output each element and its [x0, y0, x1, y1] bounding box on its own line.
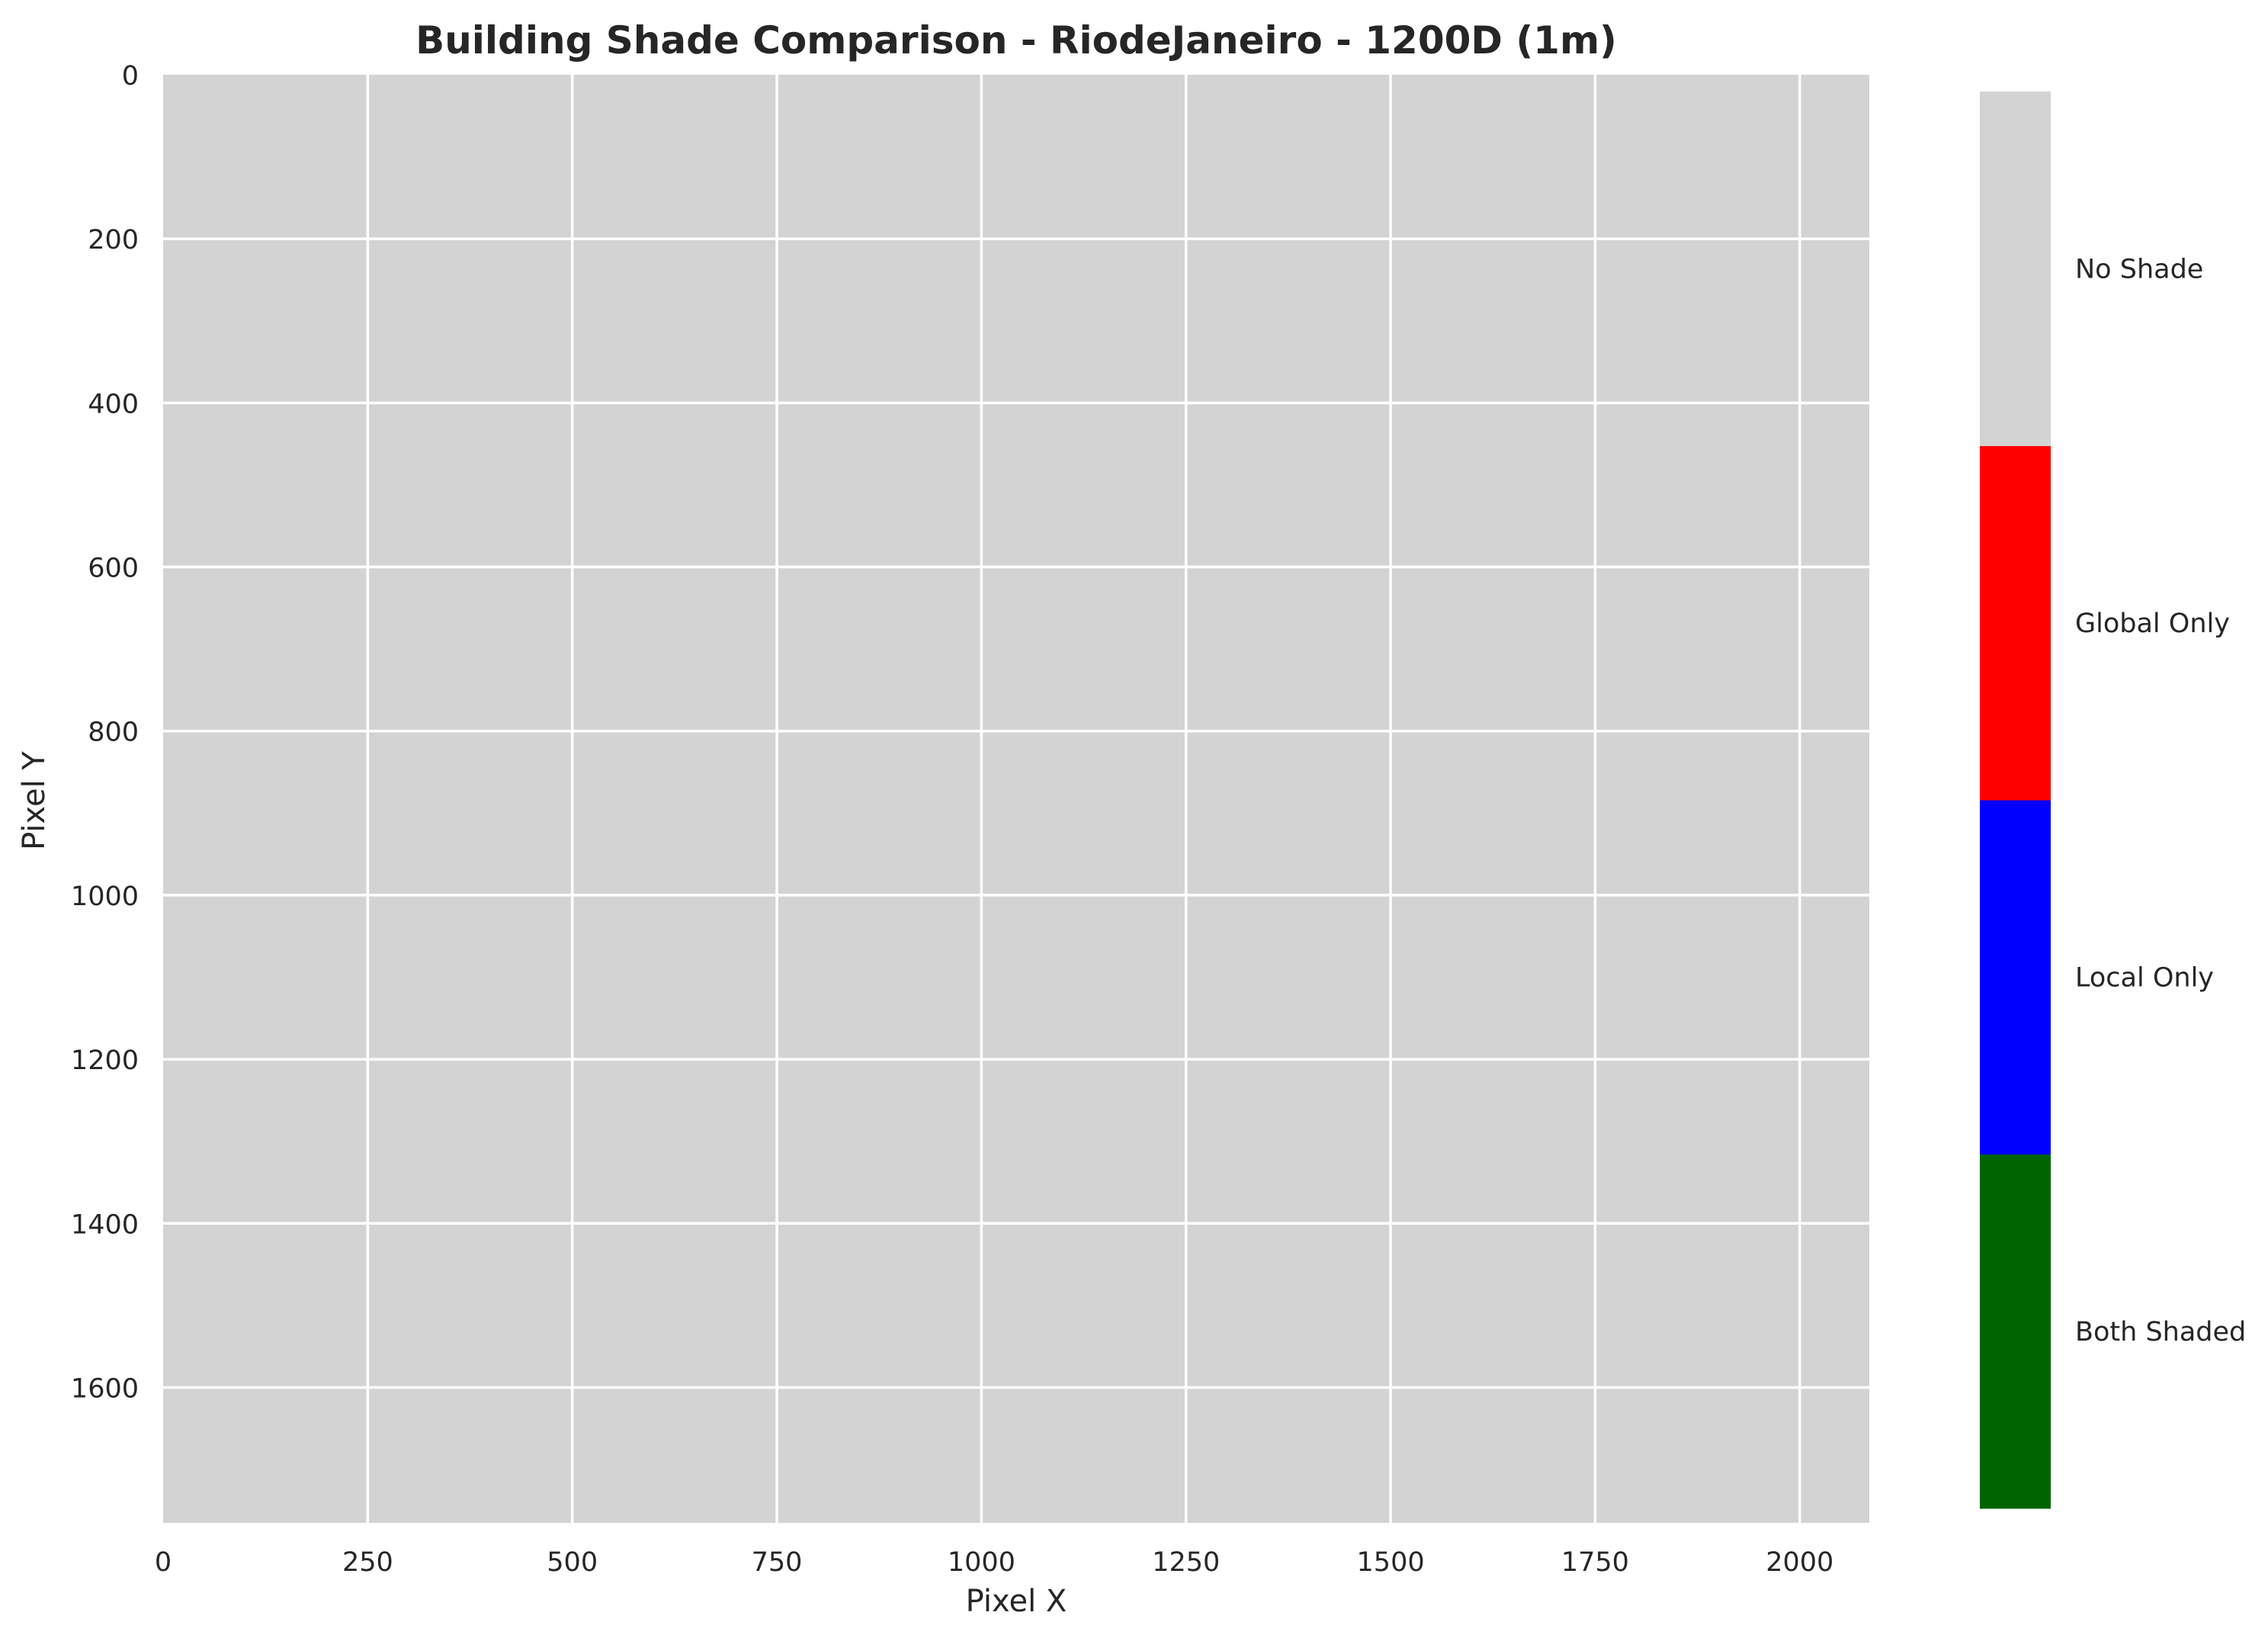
y-axis-ticks: 0 200 400 600 800 1000 1200 1400 1600 — [71, 61, 139, 1404]
x-tick-label-5: 1250 — [1152, 1547, 1220, 1578]
colorbar-label-3: No Shade — [2075, 254, 2203, 284]
colorbar-swatch-0 — [1980, 1154, 2051, 1509]
plot-area — [163, 75, 1869, 1523]
colorbar-swatch-2 — [1980, 445, 2051, 801]
y-tick-label-8: 1600 — [71, 1373, 139, 1404]
y-tick-label-0: 0 — [122, 61, 139, 92]
heatmap-fill — [163, 75, 1869, 1523]
colorbar: Both Shaded Local Only Global Only No Shade — [1980, 92, 2246, 1509]
y-tick-label-5: 1000 — [71, 882, 139, 912]
y-tick-label-2: 400 — [88, 389, 139, 419]
y-tick-label-7: 1400 — [71, 1209, 139, 1240]
x-axis-label: Pixel X — [966, 1584, 1067, 1619]
x-tick-label-4: 1000 — [948, 1547, 1015, 1578]
x-tick-label-7: 1750 — [1561, 1547, 1629, 1578]
x-tick-label-1: 250 — [342, 1547, 393, 1578]
x-tick-label-3: 750 — [752, 1547, 803, 1578]
y-tick-label-4: 800 — [88, 718, 139, 748]
x-axis-ticks: 0 250 500 750 1000 1250 1500 1750 2000 — [155, 1547, 1833, 1578]
y-tick-label-3: 600 — [88, 554, 139, 584]
y-tick-label-1: 200 — [88, 225, 139, 255]
chart-title: Building Shade Comparison - RiodeJaneiro… — [415, 18, 1617, 63]
x-tick-label-0: 0 — [155, 1547, 172, 1578]
colorbar-swatch-3 — [1980, 92, 2051, 446]
x-tick-label-6: 1500 — [1357, 1547, 1425, 1578]
x-tick-label-2: 500 — [547, 1547, 598, 1578]
colorbar-swatch-1 — [1980, 800, 2051, 1155]
colorbar-label-2: Global Only — [2075, 609, 2230, 639]
colorbar-label-1: Local Only — [2075, 962, 2214, 993]
y-axis-label: Pixel Y — [17, 751, 52, 850]
x-tick-label-8: 2000 — [1766, 1547, 1833, 1578]
colorbar-label-0: Both Shaded — [2075, 1317, 2246, 1347]
y-tick-label-6: 1200 — [71, 1045, 139, 1076]
